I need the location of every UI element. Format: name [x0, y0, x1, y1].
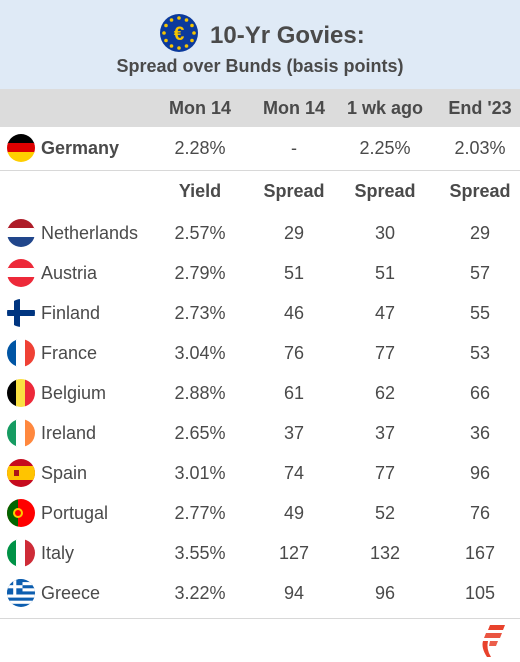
spread-cell: 61 — [283, 383, 305, 403]
spread-cell: 62 — [374, 383, 396, 403]
spread-cell: 76 — [469, 503, 491, 523]
column-header: Mon 14 — [168, 98, 231, 118]
spread-cell: 29 — [283, 223, 305, 243]
column-header: End '23 — [448, 98, 512, 118]
table-row: Italy 3.55% 127 132 167 — [0, 533, 520, 573]
austria-flag-icon — [7, 259, 35, 287]
spread-cell: 127 — [278, 543, 310, 563]
page-subtitle: Spread over Bunds (basis points) — [116, 56, 404, 76]
spread-cell: 51 — [374, 263, 396, 283]
spread-cell: - — [291, 138, 297, 158]
spread-cell: 96 — [469, 463, 491, 483]
table-header: € 10-Yr Govies: Spread over Bunds (basis… — [0, 0, 520, 89]
finland-flag-icon — [7, 299, 35, 327]
yield-cell: 2.28% — [174, 138, 226, 158]
spread-cell: 66 — [469, 383, 491, 403]
column-header: Mon 14 — [262, 98, 325, 118]
france-flag-icon — [7, 339, 35, 367]
table-row: Netherlands 2.57% 29 30 29 — [0, 213, 520, 253]
spread-cell: 37 — [374, 423, 396, 443]
brand-logo-icon — [482, 625, 505, 657]
yield-cell: 2.77% — [174, 503, 226, 523]
spread-cell: 37 — [283, 423, 305, 443]
country-name: Italy — [41, 543, 75, 563]
ireland-flag-icon — [7, 419, 35, 447]
spread-cell: 132 — [369, 543, 401, 563]
divider — [0, 618, 520, 619]
yield-cell: 2.65% — [174, 423, 226, 443]
column-header: 1 wk ago — [346, 98, 424, 118]
euro-stars-icon: € — [160, 14, 198, 52]
table-row: Ireland 2.65% 37 37 36 — [0, 413, 520, 453]
subheader-spread: Spread — [354, 181, 416, 201]
yield-cell: 3.55% — [174, 543, 226, 563]
country-name: Spain — [41, 463, 88, 483]
spread-cell: 55 — [469, 303, 491, 323]
spread-cell: 2.25% — [359, 138, 411, 158]
table-row: Spain 3.01% 74 77 96 — [0, 453, 520, 493]
yield-cell: 2.73% — [174, 303, 226, 323]
spread-cell: 49 — [283, 503, 305, 523]
country-name: Austria — [41, 263, 98, 283]
table-row: Portugal 2.77% 49 52 76 — [0, 493, 520, 533]
greece-flag-icon — [7, 579, 35, 607]
spread-cell: 167 — [464, 543, 496, 563]
svg-text:€: € — [174, 24, 185, 45]
table-row: Finland 2.73% 46 47 55 — [0, 293, 520, 333]
portugal-flag-icon — [7, 499, 35, 527]
italy-flag-icon — [7, 539, 35, 567]
country-name: Finland — [41, 303, 101, 323]
yield-cell: 3.22% — [174, 583, 226, 603]
table-row-germany: Germany 2.28% - 2.25% 2.03% — [0, 128, 520, 168]
spread-cell: 76 — [283, 343, 305, 363]
table-row: Belgium 2.88% 61 62 66 — [0, 373, 520, 413]
country-name: Portugal — [41, 503, 109, 523]
spread-cell: 51 — [283, 263, 305, 283]
spread-cell: 77 — [374, 463, 396, 483]
netherlands-flag-icon — [7, 219, 35, 247]
country-name: Netherlands — [41, 223, 139, 243]
spread-cell: 36 — [469, 423, 491, 443]
spread-cell: 77 — [374, 343, 396, 363]
spread-cell: 105 — [464, 583, 496, 603]
country-name: Belgium — [41, 383, 107, 403]
subheader-spread: Spread — [263, 181, 325, 201]
spread-cell: 74 — [283, 463, 305, 483]
yield-cell: 2.88% — [174, 383, 226, 403]
column-header-row: Mon 14 Mon 14 1 wk ago End '23 — [0, 89, 520, 127]
spread-cell: 96 — [374, 583, 396, 603]
spread-cell: 52 — [374, 503, 396, 523]
table-row: Austria 2.79% 51 51 57 — [0, 253, 520, 293]
country-name: Germany — [41, 138, 120, 158]
spread-cell: 30 — [374, 223, 396, 243]
country-name: Greece — [41, 583, 101, 603]
spread-cell: 2.03% — [454, 138, 506, 158]
table-row: France 3.04% 76 77 53 — [0, 333, 520, 373]
yield-cell: 3.04% — [174, 343, 226, 363]
spread-cell: 57 — [469, 263, 491, 283]
yield-cell: 3.01% — [174, 463, 226, 483]
subheader-spread: Spread — [449, 181, 511, 201]
germany-flag-icon — [7, 134, 35, 162]
country-name: Ireland — [41, 423, 97, 443]
page-title: 10-Yr Govies: — [210, 22, 365, 49]
yield-cell: 2.57% — [174, 223, 226, 243]
subheader-yield: Yield — [178, 181, 222, 201]
divider — [0, 170, 520, 171]
spread-cell: 46 — [283, 303, 305, 323]
spread-cell: 53 — [469, 343, 491, 363]
country-name: France — [41, 343, 98, 363]
table-row: Greece 3.22% 94 96 105 — [0, 573, 520, 613]
spread-cell: 29 — [469, 223, 491, 243]
yield-cell: 2.79% — [174, 263, 226, 283]
subheader-row: Yield Spread Spread Spread — [0, 171, 520, 211]
spain-flag-icon — [7, 459, 35, 487]
spread-cell: 47 — [374, 303, 396, 323]
spread-cell: 94 — [283, 583, 305, 603]
belgium-flag-icon — [7, 379, 35, 407]
